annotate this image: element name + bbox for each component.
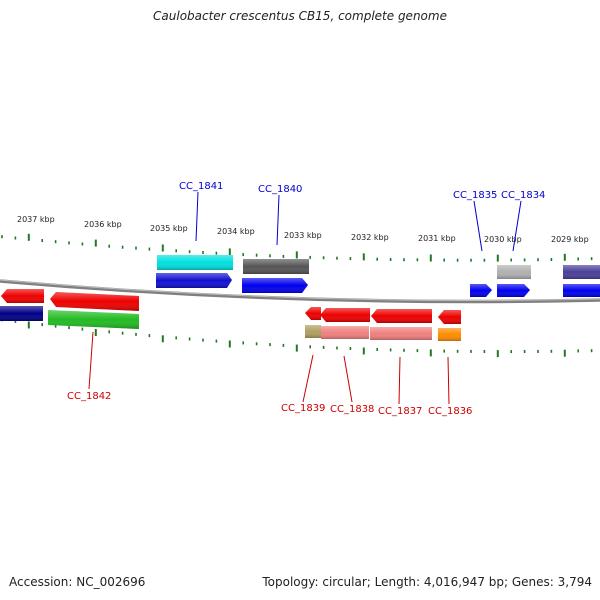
leader-line xyxy=(88,331,94,390)
gene-label[interactable]: CC_1835 xyxy=(453,190,497,201)
gene-cc1836-upper[interactable] xyxy=(438,310,461,324)
leader-line xyxy=(195,191,199,242)
leader-line xyxy=(512,200,522,252)
gene-cc1837-lower[interactable] xyxy=(370,327,432,340)
gene-cc1834-upper[interactable] xyxy=(497,265,531,279)
gene-labels-forward: CC_1841 CC_1840 CC_1835 CC_1834 xyxy=(179,181,545,201)
gene-label[interactable]: CC_1839 xyxy=(281,403,325,414)
leader-line xyxy=(398,356,401,405)
gene-label[interactable]: CC_1837 xyxy=(378,406,422,417)
leader-line xyxy=(447,356,450,405)
leader-line xyxy=(343,355,353,403)
gene-edge-lower-right[interactable] xyxy=(563,284,600,297)
scale-labels: 2037 kbp 2036 kbp 2035 kbp 2034 kbp 2033… xyxy=(17,215,589,244)
gene-label[interactable]: CC_1838 xyxy=(330,404,374,415)
gene-edge-left-red[interactable] xyxy=(1,289,44,303)
gene-cc1839-upper[interactable] xyxy=(305,307,321,320)
scale-ticks-bottom xyxy=(1,318,593,358)
gene-cc1836-lower[interactable] xyxy=(438,328,461,341)
scale-label: 2029 kbp xyxy=(551,235,589,244)
gene-label[interactable]: CC_1840 xyxy=(258,184,302,195)
reverse-genes xyxy=(0,289,461,341)
gene-cc1838-lower[interactable] xyxy=(321,326,369,339)
gene-cc1838-upper[interactable] xyxy=(320,308,370,322)
genome-backbone-highlight xyxy=(0,279,600,301)
leader-line xyxy=(473,200,483,252)
gene-cc1840-upper[interactable] xyxy=(243,259,309,274)
gene-edge-upper-right[interactable] xyxy=(563,265,600,279)
page-title: Caulobacter crescentus CB15, complete ge… xyxy=(153,9,447,23)
gene-label[interactable]: CC_1836 xyxy=(428,406,472,417)
gene-cc1835[interactable] xyxy=(470,284,492,297)
scale-label: 2036 kbp xyxy=(84,220,122,229)
gene-cc1839-lower[interactable] xyxy=(305,325,321,338)
scale-label: 2037 kbp xyxy=(17,215,55,224)
gene-labels-reverse: CC_1842 CC_1839 CC_1838 CC_1837 CC_1836 xyxy=(67,391,472,417)
gene-cc1842-upper[interactable] xyxy=(50,292,139,311)
leader-line xyxy=(302,354,314,403)
gene-cc1834-lower[interactable] xyxy=(497,284,530,297)
scale-label: 2030 kbp xyxy=(484,235,522,244)
gene-label[interactable]: CC_1842 xyxy=(67,391,111,402)
scale-label: 2033 kbp xyxy=(284,231,322,240)
gene-label[interactable]: CC_1834 xyxy=(501,190,545,201)
scale-label: 2032 kbp xyxy=(351,233,389,242)
gene-cc1842-lower[interactable] xyxy=(48,310,139,329)
gene-cc1837-upper[interactable] xyxy=(371,309,432,323)
gene-cc1841-lower[interactable] xyxy=(156,273,232,288)
leader-line xyxy=(276,194,280,246)
scale-label: 2035 kbp xyxy=(150,224,188,233)
gene-label[interactable]: CC_1841 xyxy=(179,181,223,192)
scale-label: 2031 kbp xyxy=(418,234,456,243)
scale-label: 2034 kbp xyxy=(217,227,255,236)
gene-edge-left-navy[interactable] xyxy=(0,306,43,321)
gene-cc1841-upper[interactable] xyxy=(157,255,233,270)
topology-label: Topology: circular; Length: 4,016,947 bp… xyxy=(262,575,592,589)
label-leaders xyxy=(88,191,522,405)
genome-backbone xyxy=(0,279,600,304)
forward-genes xyxy=(156,255,600,297)
scale-ticks-top xyxy=(1,233,593,262)
accession-label: Accession: NC_002696 xyxy=(9,575,146,589)
gene-cc1840-lower[interactable] xyxy=(242,278,308,293)
